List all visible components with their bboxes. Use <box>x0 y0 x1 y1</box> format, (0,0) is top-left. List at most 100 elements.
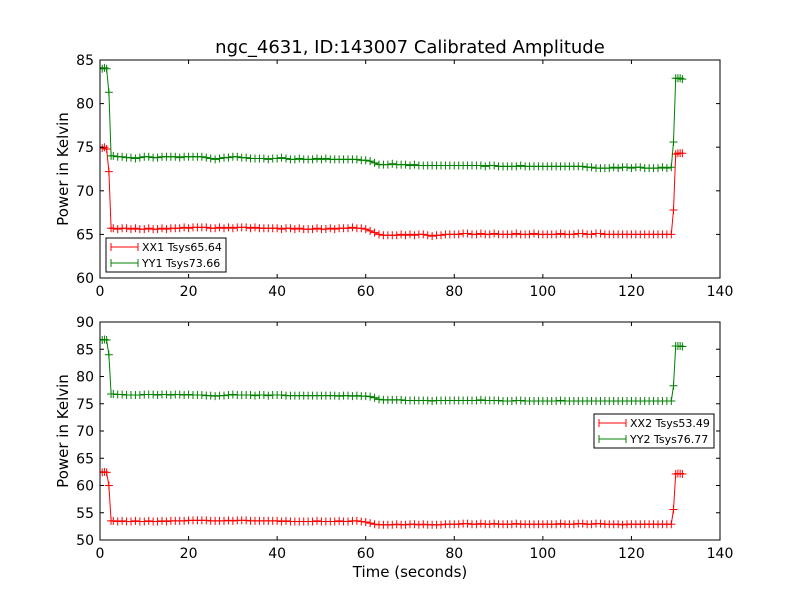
data-point-marker <box>131 154 140 163</box>
data-point-marker <box>419 520 428 529</box>
data-point-marker <box>326 224 335 233</box>
data-point-marker <box>321 225 330 234</box>
data-point-marker <box>295 154 304 163</box>
data-point-marker <box>102 468 111 477</box>
legend: XX2 Tsys53.49 YY2 Tsys76.77 <box>593 413 715 449</box>
data-point-marker <box>401 231 410 240</box>
data-point-marker <box>308 517 317 526</box>
data-point-marker <box>102 64 111 73</box>
data-point-marker <box>370 393 379 402</box>
y-tick-label: 60 <box>76 271 94 287</box>
y-axis-label: Power in Kelvin <box>54 374 72 488</box>
data-point-marker <box>472 520 481 529</box>
data-point-marker <box>569 520 578 529</box>
data-point-marker <box>552 230 561 239</box>
x-tick-label: 100 <box>529 546 556 562</box>
data-point-marker <box>375 230 383 239</box>
data-point-marker <box>180 516 189 525</box>
data-point-marker <box>104 88 113 97</box>
data-point-marker <box>419 230 428 239</box>
data-point-marker <box>149 390 158 399</box>
data-point-marker <box>401 160 410 169</box>
data-point-marker <box>352 391 361 400</box>
data-point-marker <box>344 391 352 400</box>
data-point-marker <box>578 162 587 171</box>
data-point-marker <box>290 155 299 164</box>
data-point-marker <box>667 163 676 172</box>
y-tick-label: 60 <box>76 479 94 495</box>
data-point-marker <box>144 224 153 233</box>
data-point-marker <box>122 224 131 233</box>
data-point-marker <box>614 164 623 173</box>
data-point-marker <box>370 158 379 167</box>
data-point-marker <box>102 335 111 344</box>
x-tick-label: 20 <box>180 284 198 300</box>
data-point-marker <box>335 392 344 401</box>
data-point-marker <box>423 231 432 240</box>
data-point-marker <box>406 161 414 170</box>
data-point-marker <box>166 391 175 400</box>
data-point-marker <box>224 391 233 400</box>
data-point-marker <box>118 516 127 525</box>
y-tick-label: 85 <box>76 53 94 69</box>
data-point-marker <box>587 230 596 239</box>
data-point-marker <box>366 157 375 166</box>
data-point-marker <box>277 225 286 234</box>
y-axis-label: Power in Kelvin <box>54 112 72 226</box>
x-axis-label: Time (seconds) <box>352 563 468 581</box>
y-tick-label: 50 <box>76 533 94 549</box>
data-point-marker <box>184 390 193 399</box>
data-point-marker <box>667 397 676 406</box>
y-tick-label: 75 <box>76 140 94 156</box>
data-point-marker <box>127 225 135 234</box>
data-point-marker <box>277 391 286 400</box>
data-point-marker <box>224 516 233 525</box>
data-point-marker <box>228 516 237 525</box>
data-point-marker <box>109 151 118 160</box>
x-tick-label: 20 <box>180 546 198 562</box>
data-point-marker <box>184 224 193 233</box>
data-point-marker <box>344 517 352 526</box>
data-point-marker <box>118 152 127 161</box>
data-point-marker <box>406 230 414 239</box>
x-tick-label: 140 <box>707 284 734 300</box>
data-point-marker <box>472 396 481 405</box>
chart-title: ngc_4631, ID:143007 Calibrated Amplitude <box>215 37 605 58</box>
data-point-marker <box>211 155 220 164</box>
data-point-marker <box>596 519 605 528</box>
data-point-marker <box>614 520 623 529</box>
data-point-marker <box>242 153 251 162</box>
data-point-marker <box>669 505 678 514</box>
data-point-marker <box>678 470 687 479</box>
data-point-marker <box>118 390 127 399</box>
data-point-marker <box>587 520 596 529</box>
data-point-marker <box>228 390 237 399</box>
data-point-marker <box>361 518 370 527</box>
data-point-marker <box>414 520 423 529</box>
legend-marker <box>598 435 627 443</box>
data-point-marker <box>277 517 286 526</box>
data-point-marker <box>578 519 587 528</box>
data-point-marker <box>313 224 321 233</box>
data-point-marker <box>428 232 437 241</box>
data-point-marker <box>370 520 379 529</box>
data-point-marker <box>211 224 220 233</box>
data-point-marker <box>344 224 352 233</box>
legend-label: XX2 Tsys53.49 <box>630 417 710 430</box>
legend: XX1 Tsys65.64 YY1 Tsys73.66 <box>105 237 227 273</box>
data-point-marker <box>525 230 534 239</box>
data-point-marker <box>552 520 561 529</box>
data-point-marker <box>361 225 370 234</box>
data-point-marker <box>109 389 118 398</box>
data-point-marker <box>366 226 375 235</box>
y-tick-label: 55 <box>76 506 94 522</box>
data-point-marker <box>410 160 419 169</box>
data-point-marker <box>246 224 255 233</box>
data-point-marker <box>317 155 326 164</box>
data-point-marker <box>397 230 406 239</box>
data-point-marker <box>153 225 162 234</box>
data-point-marker <box>127 517 135 526</box>
data-point-marker <box>135 153 144 162</box>
data-point-marker <box>206 154 215 163</box>
data-point-marker <box>273 516 282 525</box>
